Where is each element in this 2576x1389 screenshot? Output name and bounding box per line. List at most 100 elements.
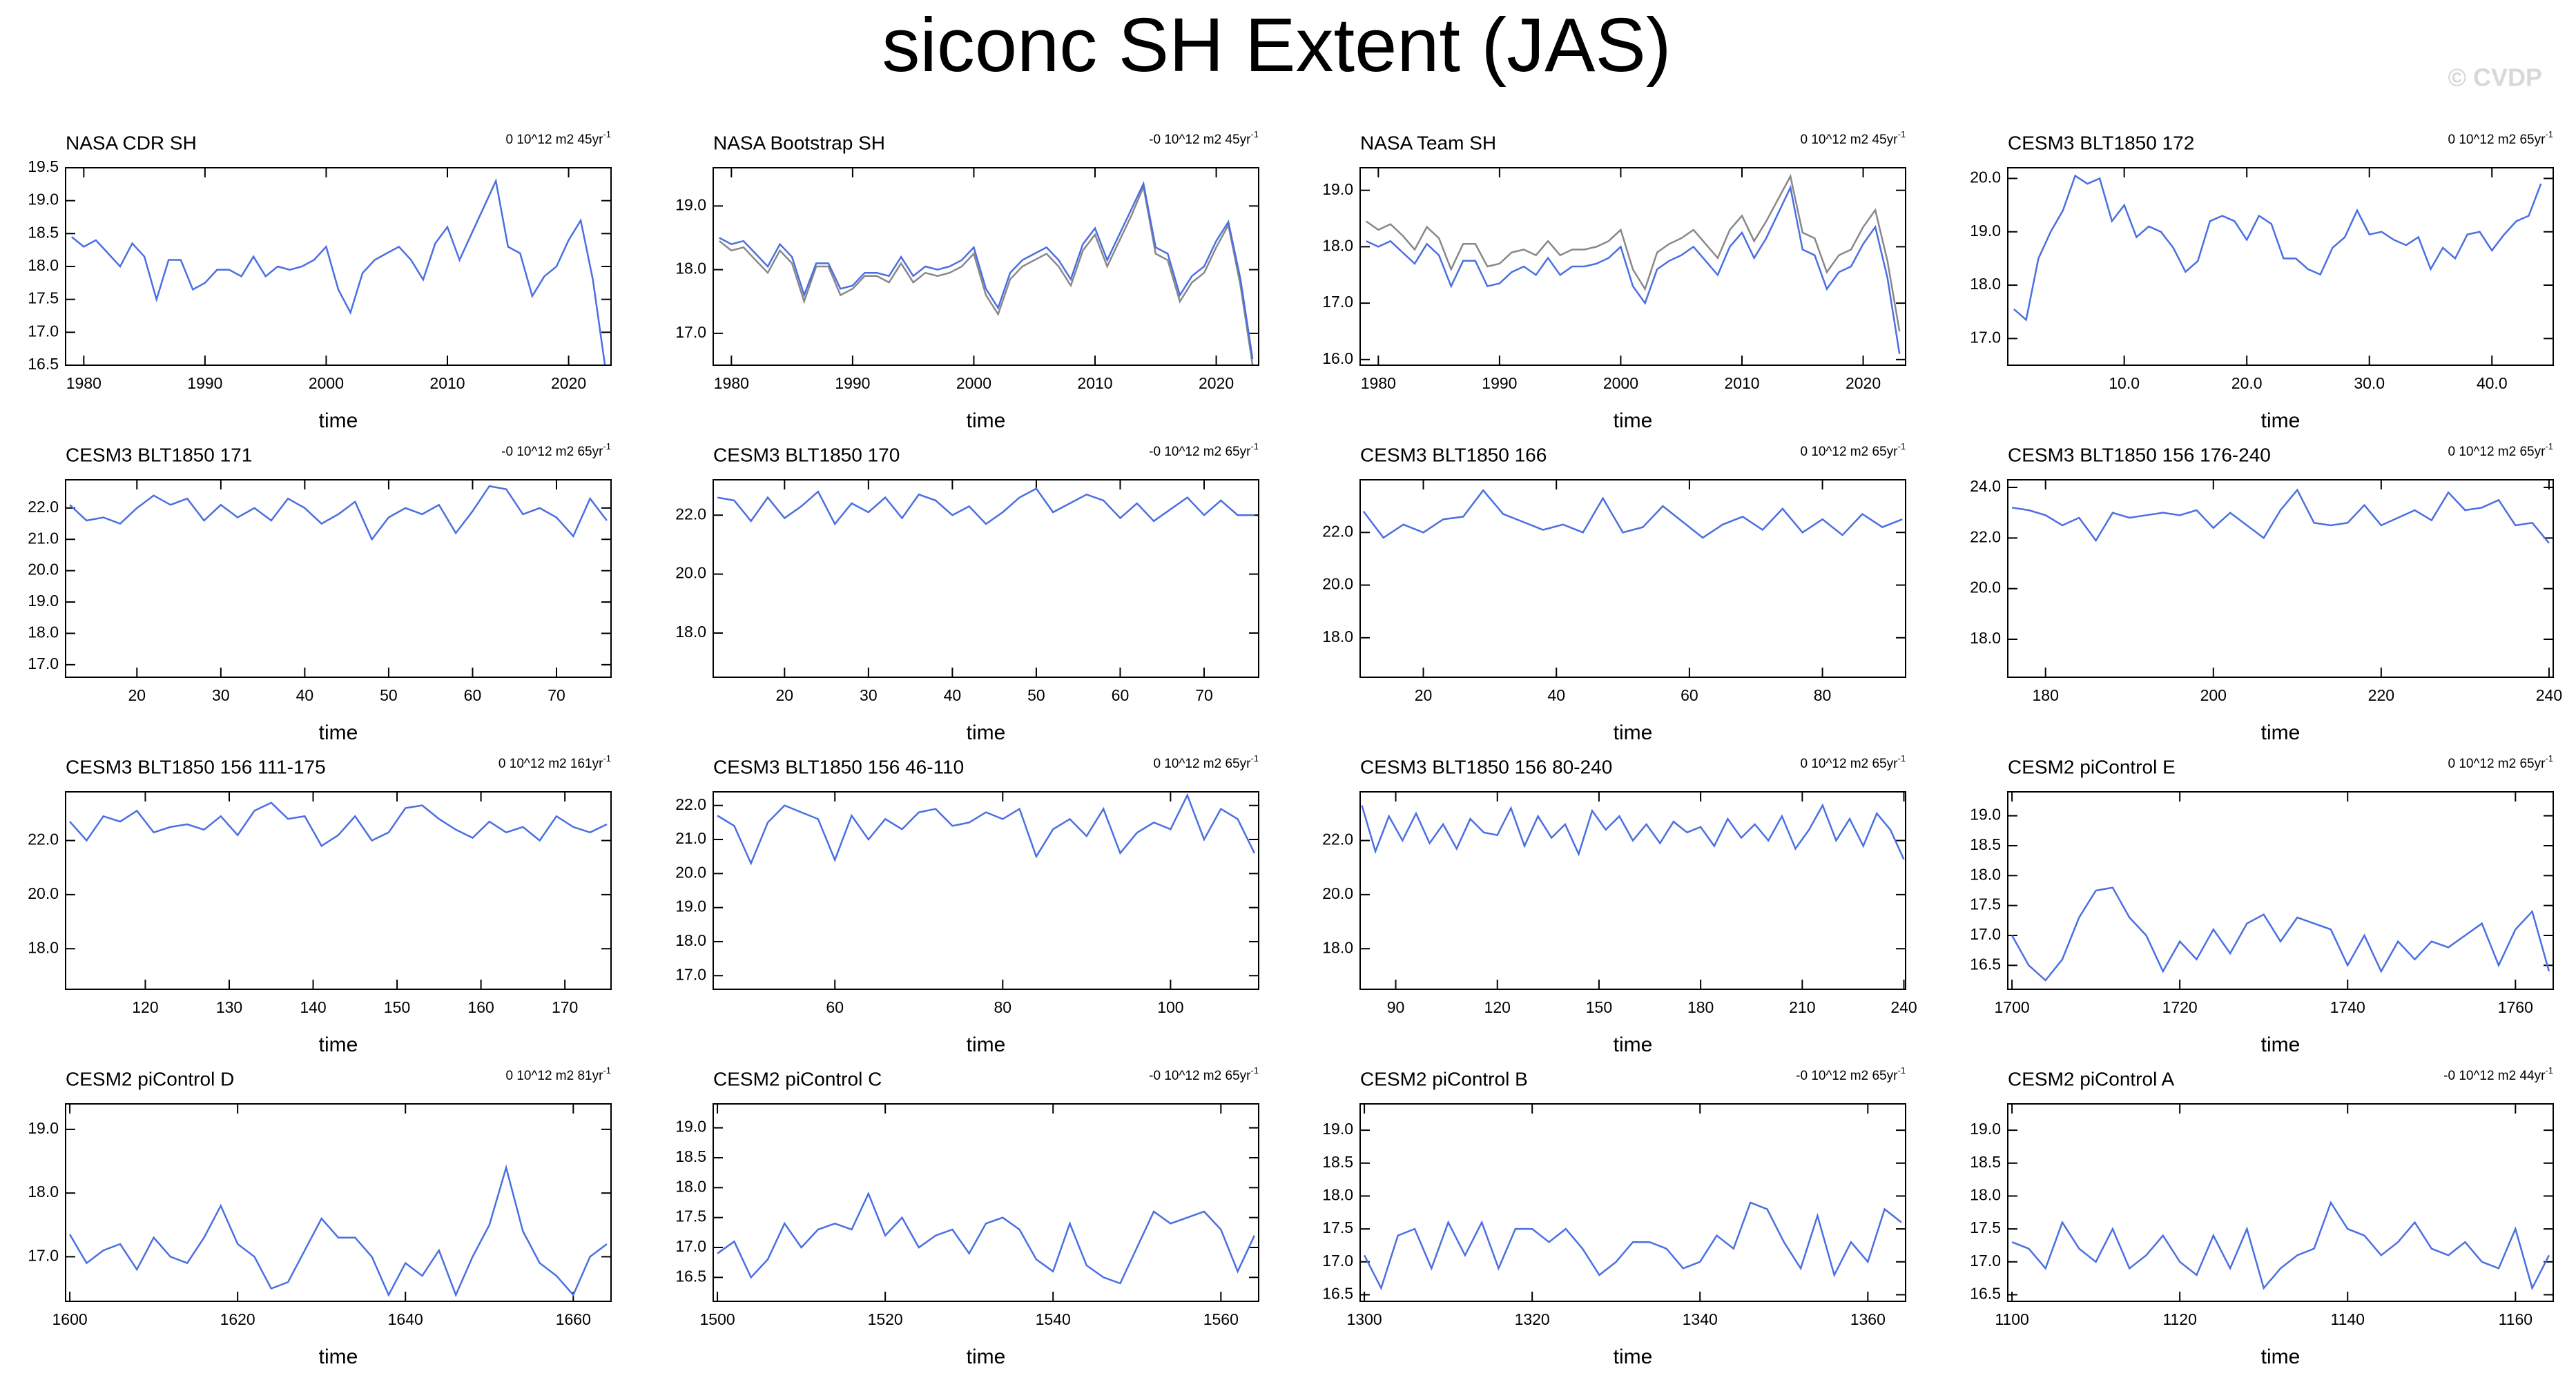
series-line xyxy=(717,793,1256,866)
x-tick-label: 180 xyxy=(2033,686,2059,704)
series-line xyxy=(69,485,608,541)
panel-title: CESM2 piControl E xyxy=(2008,756,2176,777)
x-axis-label: time xyxy=(2261,1033,2301,1056)
x-tick-label: 1160 xyxy=(2499,1310,2533,1328)
y-tick-label: 19.0 xyxy=(28,1119,59,1137)
trend-value: 0 10^12 m2 45yr xyxy=(505,133,603,147)
x-tick-label: 1560 xyxy=(1203,1310,1239,1328)
trend-label: 0 10^12 m2 65yr-1 xyxy=(2448,441,2553,459)
y-tick-label: 18.0 xyxy=(675,931,706,949)
x-tick-label: 2020 xyxy=(551,374,586,392)
trend-value: -0 10^12 m2 65yr xyxy=(501,445,603,459)
y-tick-label: 18.0 xyxy=(28,256,59,274)
y-tick-label: 18.0 xyxy=(1970,1186,2001,1204)
x-tick-label: 40 xyxy=(944,686,962,704)
x-tick-label: 80 xyxy=(994,998,1012,1016)
trend-value: -0 10^12 m2 65yr xyxy=(1149,1069,1251,1083)
series-line xyxy=(1361,803,1905,860)
trend-label: -0 10^12 m2 65yr-1 xyxy=(501,441,611,459)
plot-frame xyxy=(1359,479,1906,678)
trend-label: -0 10^12 m2 44yr-1 xyxy=(2443,1065,2553,1083)
x-tick-label: 1600 xyxy=(52,1310,87,1328)
x-tick-label: 120 xyxy=(1484,998,1511,1016)
x-tick-label: 60 xyxy=(826,998,844,1016)
x-tick-label: 20 xyxy=(776,686,794,704)
x-tick-label: 2020 xyxy=(1846,374,1881,392)
x-tick-label: 80 xyxy=(1814,686,1832,704)
x-axis-label: time xyxy=(1614,1346,1653,1368)
trend-unit-exponent: -1 xyxy=(1897,753,1906,764)
plot-frame xyxy=(65,791,612,990)
x-tick-label: 50 xyxy=(1027,686,1045,704)
y-tick-label: 22.0 xyxy=(675,795,706,813)
y-tick-label: 22.0 xyxy=(675,505,706,523)
x-tick-label: 50 xyxy=(380,686,398,704)
x-tick-label: 1990 xyxy=(835,374,870,392)
trend-value: -0 10^12 m2 65yr xyxy=(1796,1069,1898,1083)
trend-unit-exponent: -1 xyxy=(2545,1065,2553,1076)
y-tick-label: 17.5 xyxy=(1970,1218,2001,1236)
y-tick-label: 16.0 xyxy=(1322,349,1353,367)
trend-label: -0 10^12 m2 65yr-1 xyxy=(1149,1065,1259,1083)
y-tick-label: 19.0 xyxy=(28,191,59,208)
x-tick-label: 2000 xyxy=(956,374,991,392)
x-tick-label: 1100 xyxy=(1995,1310,2028,1328)
trend-unit-exponent: -1 xyxy=(2545,753,2553,764)
y-tick-label: 21.0 xyxy=(675,829,706,847)
plot-frame xyxy=(65,479,612,678)
y-tick-label: 22.0 xyxy=(1322,522,1353,540)
y-tick-label: 16.5 xyxy=(1322,1285,1353,1303)
y-tick-label: 20.0 xyxy=(1970,579,2001,596)
x-tick-label: 1980 xyxy=(1361,374,1396,392)
plot-frame xyxy=(713,1103,1259,1302)
y-tick-label: 20.0 xyxy=(1322,575,1353,593)
x-tick-label: 1300 xyxy=(1346,1310,1382,1328)
series-line xyxy=(1362,489,1903,539)
y-tick-label: 20.0 xyxy=(28,561,59,579)
y-tick-label: 18.0 xyxy=(1970,629,2001,647)
y-tick-label: 16.5 xyxy=(1970,955,2001,973)
x-axis-label: time xyxy=(319,1033,358,1056)
y-tick-label: 17.0 xyxy=(1970,925,2001,943)
y-tick-label: 17.0 xyxy=(1322,1252,1353,1270)
y-tick-label: 19.0 xyxy=(1970,1120,2001,1138)
trend-unit-exponent: -1 xyxy=(2545,441,2553,451)
x-tick-label: 240 xyxy=(1890,998,1917,1016)
y-tick-label: 18.0 xyxy=(1322,628,1353,645)
y-tick-label: 18.5 xyxy=(675,1147,706,1165)
x-tick-label: 20 xyxy=(128,686,146,704)
series-line xyxy=(717,1191,1256,1285)
x-tick-label: 1990 xyxy=(187,374,222,392)
credit: © CVDP xyxy=(2448,64,2542,92)
panel-title: CESM2 piControl C xyxy=(713,1068,882,1089)
series-line xyxy=(69,802,608,848)
series-line xyxy=(719,181,1254,359)
y-tick-label: 17.0 xyxy=(28,1246,59,1264)
x-tick-label: 220 xyxy=(2368,686,2394,704)
trend-label: 0 10^12 m2 81yr-1 xyxy=(505,1065,611,1083)
x-tick-label: 2010 xyxy=(1724,374,1759,392)
panel-title: CESM3 BLT1850 170 xyxy=(713,444,900,465)
y-tick-label: 22.0 xyxy=(28,831,59,848)
y-tick-label: 19.5 xyxy=(28,157,59,175)
x-tick-label: 20.0 xyxy=(2231,374,2263,392)
trend-label: -0 10^12 m2 65yr-1 xyxy=(1796,1065,1906,1083)
y-tick-label: 22.0 xyxy=(1322,831,1353,848)
y-tick-label: 18.0 xyxy=(1322,1186,1353,1204)
x-tick-label: 140 xyxy=(300,998,326,1016)
trend-value: -0 10^12 m2 45yr xyxy=(1149,133,1251,147)
plot-frame xyxy=(2007,479,2554,678)
y-tick-label: 20.0 xyxy=(28,884,59,902)
x-tick-label: 1980 xyxy=(714,374,749,392)
x-axis-label: time xyxy=(967,409,1006,432)
panel-title: CESM2 piControl A xyxy=(2008,1068,2175,1089)
x-tick-label: 1720 xyxy=(2162,998,2198,1016)
x-tick-label: 70 xyxy=(548,686,565,704)
trend-unit-exponent: -1 xyxy=(603,1065,611,1076)
y-tick-label: 18.0 xyxy=(675,1177,706,1195)
y-tick-label: 19.0 xyxy=(1322,1120,1353,1138)
x-axis-label: time xyxy=(1614,1033,1653,1056)
x-tick-label: 1320 xyxy=(1515,1310,1550,1328)
trend-unit-exponent: -1 xyxy=(1897,129,1906,139)
y-tick-label: 18.0 xyxy=(28,938,59,956)
